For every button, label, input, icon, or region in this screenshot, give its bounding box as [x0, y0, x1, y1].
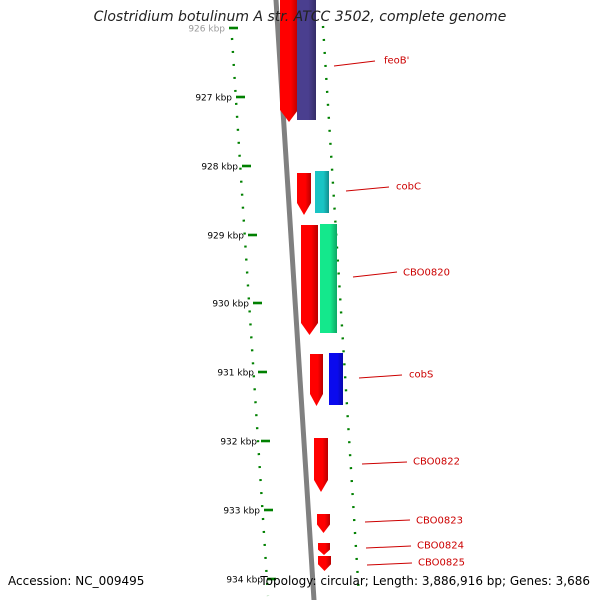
gene-label[interactable]: CBO0823 [416, 516, 463, 527]
scale-tick-label: 928 kbp [201, 163, 238, 173]
gene-feature[interactable] [318, 556, 331, 571]
gene-label[interactable]: CBO0822 [413, 457, 460, 468]
gene-label[interactable]: feoB' [384, 56, 409, 67]
scale-tick-label: 926 kbp [188, 25, 225, 35]
gene-feature[interactable] [301, 225, 318, 335]
gene-label-leader [361, 461, 408, 465]
accession-text: Accession: NC_009495 [8, 574, 145, 588]
scale-tick-label: 934 kbp [226, 576, 263, 586]
gene-label-leader [345, 186, 390, 192]
scale-ticks: 926 kbp 927 kbp 928 kbp 929 kbp 930 kbp 931 k… [188, 25, 276, 586]
gene-label[interactable]: CBO0820 [403, 268, 450, 279]
gene-feature[interactable] [310, 354, 323, 406]
gene-label[interactable]: CBO0824 [417, 541, 464, 552]
gene-label[interactable]: cobS [409, 370, 433, 381]
cog-category-bar [320, 224, 337, 333]
scale-tick-label: 929 kbp [207, 232, 244, 242]
scale-tick-label: 931 kbp [217, 369, 254, 379]
scale-tick-label: 930 kbp [212, 300, 249, 310]
gene-feature[interactable] [317, 514, 330, 533]
gene-feature[interactable] [314, 438, 328, 492]
gene-feature[interactable] [280, 0, 298, 122]
scale-tick-label: 927 kbp [195, 94, 232, 104]
gene-label[interactable]: cobC [396, 182, 421, 193]
scale-tick-label: 933 kbp [223, 507, 260, 517]
scale-tick-label: 932 kbp [220, 438, 257, 448]
map-title: Clostridium botulinum A str. ATCC 3502, … [93, 9, 507, 25]
gene-label-leader [364, 519, 411, 523]
gene-label[interactable]: CBO0825 [418, 558, 465, 569]
cog-category-bar [329, 353, 343, 405]
cog-category-bar [315, 171, 329, 213]
gene-features: feoB' cobC CBO0820 cobS CBO0822 CBO0823 CBO082… [280, 0, 465, 571]
gene-label-leader [358, 374, 403, 379]
gene-label-leader [366, 562, 413, 566]
gene-label-leader [352, 271, 398, 278]
genome-stats-text: Topology: circular; Length: 3,886,916 bp… [260, 574, 590, 588]
gene-feature[interactable] [318, 543, 330, 555]
gene-label-leader [333, 60, 376, 67]
cog-category-bar [297, 0, 316, 120]
gene-label-leader [365, 545, 412, 549]
gene-feature[interactable] [297, 173, 311, 215]
